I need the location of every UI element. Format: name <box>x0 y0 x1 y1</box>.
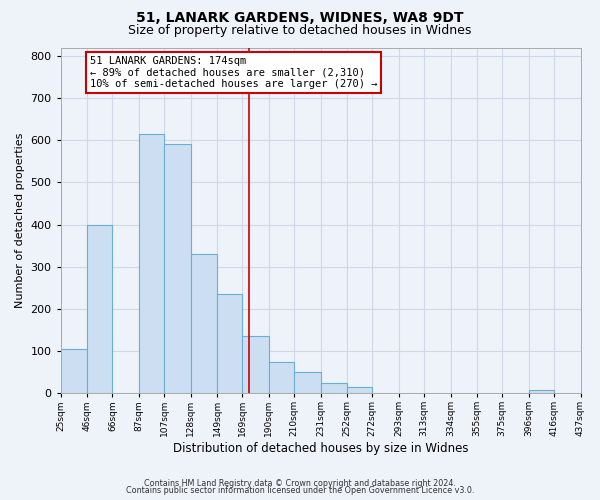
Bar <box>269 362 294 393</box>
Bar <box>320 382 347 393</box>
Bar <box>87 224 112 393</box>
Bar <box>191 254 217 393</box>
Text: Contains public sector information licensed under the Open Government Licence v3: Contains public sector information licen… <box>126 486 474 495</box>
Bar <box>139 134 164 393</box>
Y-axis label: Number of detached properties: Number of detached properties <box>15 132 25 308</box>
Bar <box>164 144 191 393</box>
X-axis label: Distribution of detached houses by size in Widnes: Distribution of detached houses by size … <box>173 442 469 455</box>
Bar <box>61 349 87 393</box>
Bar <box>529 390 554 393</box>
Bar <box>347 387 373 393</box>
Bar <box>294 372 320 393</box>
Text: 51 LANARK GARDENS: 174sqm
← 89% of detached houses are smaller (2,310)
10% of se: 51 LANARK GARDENS: 174sqm ← 89% of detac… <box>90 56 377 89</box>
Bar <box>242 336 269 393</box>
Bar <box>217 294 242 393</box>
Text: Size of property relative to detached houses in Widnes: Size of property relative to detached ho… <box>128 24 472 37</box>
Text: 51, LANARK GARDENS, WIDNES, WA8 9DT: 51, LANARK GARDENS, WIDNES, WA8 9DT <box>136 11 464 25</box>
Text: Contains HM Land Registry data © Crown copyright and database right 2024.: Contains HM Land Registry data © Crown c… <box>144 478 456 488</box>
